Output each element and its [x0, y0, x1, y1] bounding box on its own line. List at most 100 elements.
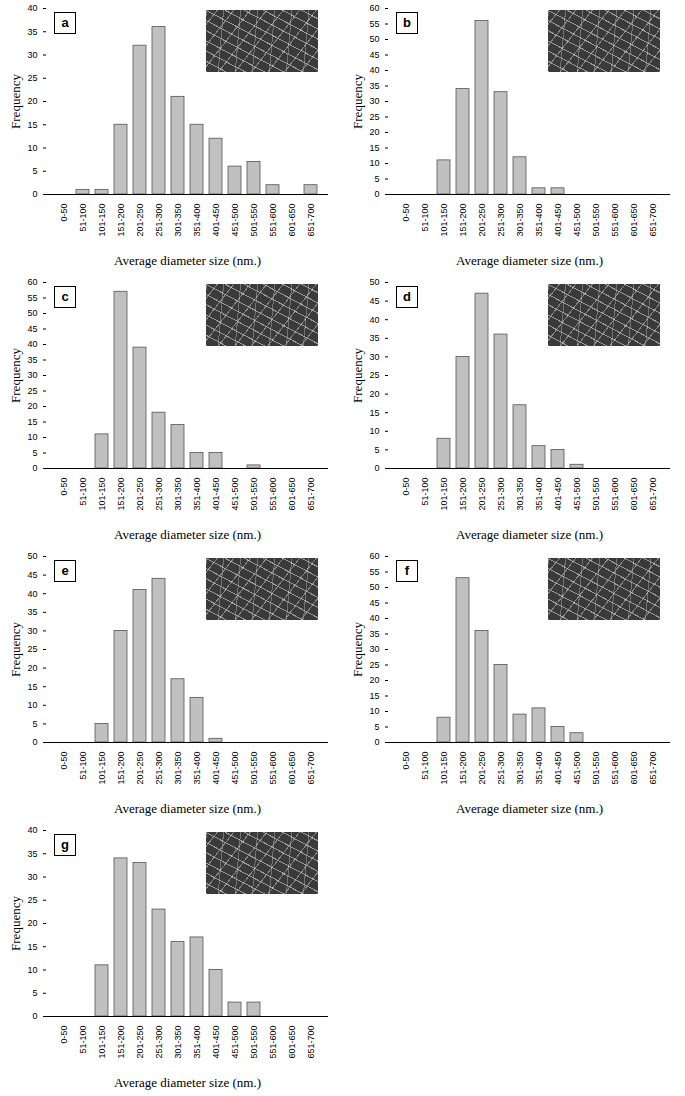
svg-text:651-700: 651-700: [648, 752, 658, 785]
svg-text:651-700: 651-700: [648, 478, 658, 511]
svg-text:35: 35: [27, 849, 37, 859]
svg-text:101-150: 101-150: [97, 1026, 107, 1059]
svg-text:601-650: 601-650: [629, 752, 639, 785]
svg-text:101-150: 101-150: [97, 478, 107, 511]
svg-text:25: 25: [369, 660, 379, 670]
svg-text:45: 45: [27, 570, 37, 580]
svg-text:25: 25: [27, 386, 37, 396]
svg-text:Frequency: Frequency: [8, 74, 23, 129]
svg-text:30: 30: [27, 626, 37, 636]
svg-text:551-600: 551-600: [610, 204, 620, 237]
svg-text:301-350: 301-350: [173, 752, 183, 785]
svg-text:15: 15: [27, 682, 37, 692]
svg-text:Frequency: Frequency: [8, 622, 23, 677]
svg-text:451-500: 451-500: [230, 1026, 240, 1059]
svg-text:5: 5: [32, 166, 37, 176]
svg-text:201-250: 201-250: [135, 1026, 145, 1059]
svg-text:60: 60: [369, 551, 379, 561]
svg-text:151-200: 151-200: [458, 752, 468, 785]
svg-text:5: 5: [32, 448, 37, 458]
svg-text:551-600: 551-600: [268, 478, 278, 511]
svg-text:301-350: 301-350: [515, 204, 525, 237]
svg-text:20: 20: [27, 918, 37, 928]
svg-text:0-50: 0-50: [59, 478, 69, 496]
svg-text:Average diameter size (nm.): Average diameter size (nm.): [456, 253, 603, 268]
svg-text:5: 5: [32, 988, 37, 998]
svg-text:0-50: 0-50: [401, 204, 411, 222]
svg-text:601-650: 601-650: [287, 204, 297, 237]
svg-text:15: 15: [27, 120, 37, 130]
svg-text:251-300: 251-300: [154, 478, 164, 511]
svg-text:30: 30: [369, 644, 379, 654]
svg-text:351-400: 351-400: [192, 1026, 202, 1059]
svg-text:45: 45: [27, 324, 37, 334]
svg-text:50: 50: [27, 551, 37, 561]
svg-text:651-700: 651-700: [306, 1026, 316, 1059]
svg-text:30: 30: [369, 96, 379, 106]
svg-text:10: 10: [27, 432, 37, 442]
svg-text:551-600: 551-600: [610, 478, 620, 511]
svg-text:0-50: 0-50: [59, 1026, 69, 1044]
svg-text:15: 15: [27, 417, 37, 427]
svg-text:50: 50: [369, 34, 379, 44]
svg-text:401-450: 401-450: [211, 204, 221, 237]
svg-text:51-100: 51-100: [78, 752, 88, 780]
svg-text:35: 35: [27, 27, 37, 37]
svg-text:351-400: 351-400: [192, 752, 202, 785]
svg-text:51-100: 51-100: [420, 204, 430, 232]
svg-text:10: 10: [369, 426, 379, 436]
svg-text:251-300: 251-300: [154, 204, 164, 237]
svg-text:551-600: 551-600: [610, 752, 620, 785]
svg-text:351-400: 351-400: [534, 478, 544, 511]
svg-text:10: 10: [27, 965, 37, 975]
svg-text:151-200: 151-200: [116, 204, 126, 237]
svg-text:151-200: 151-200: [458, 478, 468, 511]
svg-text:35: 35: [369, 81, 379, 91]
svg-text:35: 35: [369, 629, 379, 639]
svg-text:10: 10: [369, 706, 379, 716]
svg-text:251-300: 251-300: [496, 478, 506, 511]
svg-text:201-250: 201-250: [135, 752, 145, 785]
svg-text:651-700: 651-700: [648, 204, 658, 237]
svg-text:40: 40: [369, 65, 379, 75]
svg-text:40: 40: [369, 315, 379, 325]
svg-text:651-700: 651-700: [306, 752, 316, 785]
svg-text:0: 0: [374, 189, 379, 199]
svg-text:551-600: 551-600: [268, 752, 278, 785]
svg-text:351-400: 351-400: [192, 204, 202, 237]
svg-text:501-550: 501-550: [591, 204, 601, 237]
svg-text:0-50: 0-50: [401, 478, 411, 496]
svg-text:451-500: 451-500: [572, 752, 582, 785]
svg-text:351-400: 351-400: [534, 204, 544, 237]
svg-text:25: 25: [369, 112, 379, 122]
svg-text:30: 30: [27, 872, 37, 882]
svg-text:15: 15: [27, 942, 37, 952]
svg-text:251-300: 251-300: [154, 1026, 164, 1059]
svg-text:151-200: 151-200: [116, 752, 126, 785]
svg-text:201-250: 201-250: [477, 752, 487, 785]
svg-text:Frequency: Frequency: [8, 348, 23, 403]
svg-text:51-100: 51-100: [78, 204, 88, 232]
svg-text:401-450: 401-450: [553, 478, 563, 511]
svg-text:0: 0: [32, 1011, 37, 1021]
svg-text:451-500: 451-500: [572, 478, 582, 511]
svg-text:45: 45: [369, 598, 379, 608]
svg-text:35: 35: [27, 607, 37, 617]
svg-text:0-50: 0-50: [59, 204, 69, 222]
svg-text:101-150: 101-150: [97, 752, 107, 785]
svg-text:55: 55: [27, 293, 37, 303]
svg-text:301-350: 301-350: [173, 204, 183, 237]
svg-text:151-200: 151-200: [458, 204, 468, 237]
svg-text:601-650: 601-650: [287, 1026, 297, 1059]
svg-text:651-700: 651-700: [306, 204, 316, 237]
svg-text:50: 50: [27, 308, 37, 318]
svg-text:101-150: 101-150: [439, 478, 449, 511]
svg-text:451-500: 451-500: [572, 204, 582, 237]
svg-text:45: 45: [369, 296, 379, 306]
svg-text:10: 10: [27, 143, 37, 153]
svg-text:Frequency: Frequency: [350, 74, 365, 129]
svg-text:50: 50: [369, 582, 379, 592]
svg-text:201-250: 201-250: [135, 478, 145, 511]
svg-text:301-350: 301-350: [173, 1026, 183, 1059]
svg-text:0: 0: [374, 737, 379, 747]
